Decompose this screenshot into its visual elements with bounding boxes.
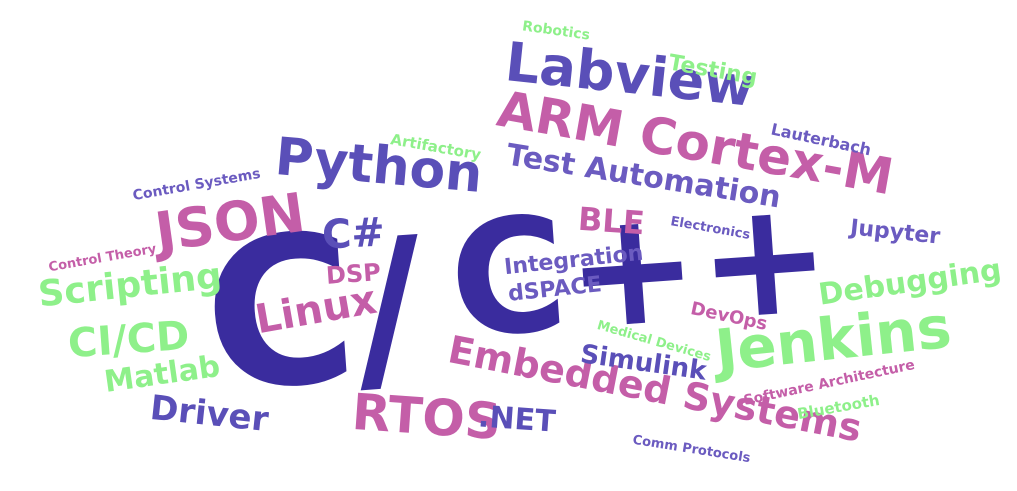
word-csharp: C# [320, 209, 387, 259]
word-comm-protocols: Comm Protocols [631, 432, 752, 467]
word-jupyter: Jupyter [848, 215, 942, 250]
word-dsp: DSP [325, 258, 382, 290]
word-ble: BLE [576, 199, 646, 243]
word-dotnet: .NET [476, 399, 557, 440]
word-driver: Driver [148, 387, 271, 441]
